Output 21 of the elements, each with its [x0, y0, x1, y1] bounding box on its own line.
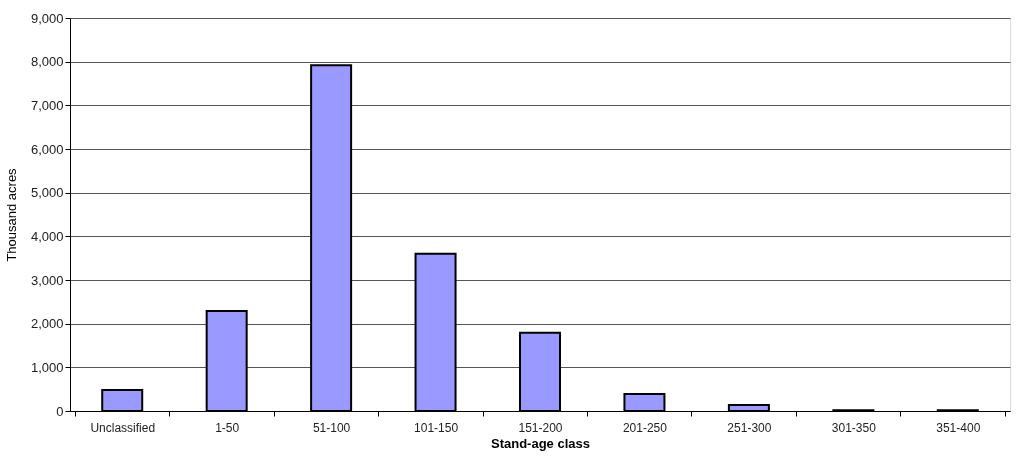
- x-tick-label: Unclassified: [90, 420, 156, 435]
- x-tick-label: 301-350: [831, 420, 877, 435]
- x-tick-label: 201-250: [622, 420, 668, 435]
- y-tick-label: 1,000: [30, 359, 64, 375]
- x-tick-label: 51-100: [312, 420, 351, 435]
- y-tick-label: 5,000: [30, 185, 64, 201]
- x-axis-title: Stand-age class: [491, 435, 590, 451]
- y-tick-label: 9,000: [30, 10, 64, 26]
- x-tick-label: 1-50: [215, 420, 240, 435]
- y-axis-title: Thousand acres: [3, 167, 19, 262]
- y-tick-label: 2,000: [30, 316, 64, 332]
- y-tick-label: 0: [56, 403, 64, 419]
- y-tick-label: 3,000: [30, 272, 64, 288]
- x-tick-label: 151-200: [518, 420, 563, 435]
- x-tick-label: 251-300: [727, 420, 772, 435]
- x-tick-label: 351-400: [936, 420, 981, 435]
- y-tick-label: 7,000: [30, 97, 64, 113]
- y-tick-label: 8,000: [30, 54, 64, 70]
- y-tick-label: 6,000: [30, 141, 64, 157]
- y-tick-label: 4,000: [30, 228, 64, 244]
- x-tick-label: 101-150: [414, 420, 459, 435]
